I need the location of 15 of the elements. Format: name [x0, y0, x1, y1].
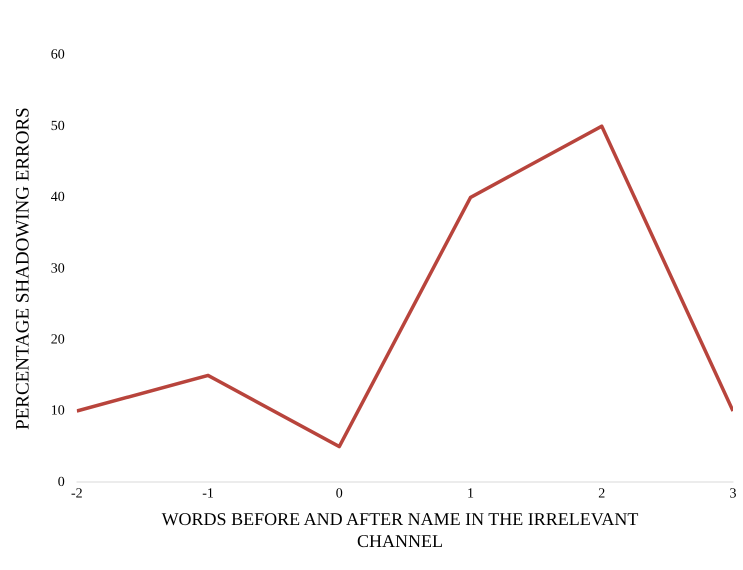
y-tick-label: 10: [50, 404, 65, 419]
x-tick-label: 2: [598, 486, 606, 502]
y-axis-title: PERCENTAGE SHADOWING ERRORS: [12, 107, 34, 430]
y-tick-label: 60: [50, 48, 65, 63]
y-tick-label: 50: [50, 118, 65, 134]
x-tick-label: -2: [70, 486, 83, 502]
x-axis-title: WORDS BEFORE AND AFTER NAME IN THE IRRELEVANT CHANNEL: [160, 508, 640, 552]
y-tick-label: 0: [58, 474, 65, 490]
x-tick-label: 0: [336, 486, 343, 502]
x-tick-label: 3: [730, 486, 736, 502]
y-tick-label: 30: [50, 261, 65, 276]
y-tick-label: 40: [50, 190, 65, 206]
x-tick-label: -1: [202, 486, 214, 502]
x-tick-label: 1: [467, 486, 474, 502]
y-tick-label: 20: [50, 332, 65, 348]
